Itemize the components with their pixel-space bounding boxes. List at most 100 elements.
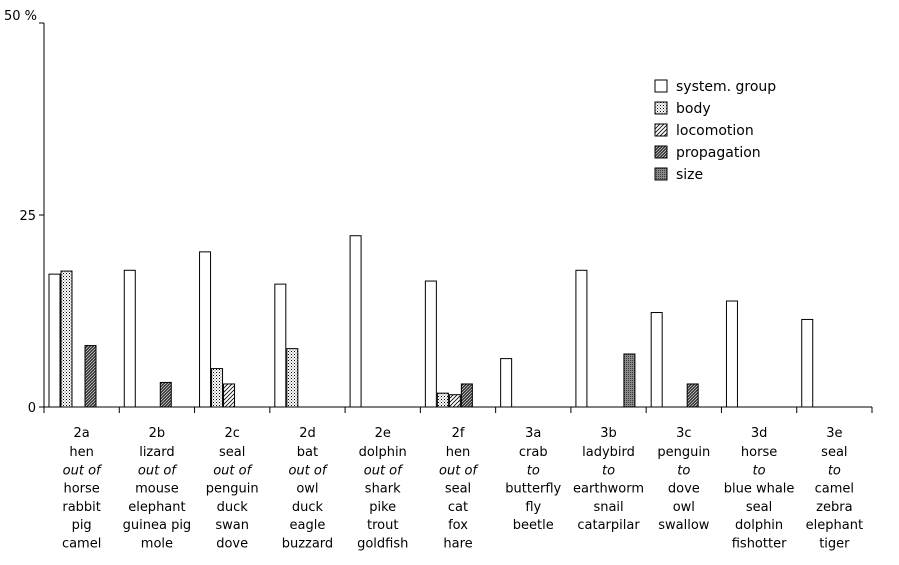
bar bbox=[725, 300, 738, 408]
category-label: lizard bbox=[139, 445, 174, 460]
legend-label: size bbox=[676, 167, 703, 183]
category-connector: to bbox=[677, 463, 690, 478]
bar bbox=[500, 358, 513, 408]
category-code: 3d bbox=[751, 426, 768, 441]
category-label: butterfly bbox=[505, 482, 561, 497]
category-label: shark bbox=[365, 482, 401, 497]
bar bbox=[650, 312, 663, 408]
category-connector: to bbox=[753, 463, 766, 478]
category-label: buzzard bbox=[282, 537, 333, 552]
legend-swatch bbox=[654, 123, 668, 137]
bar bbox=[424, 280, 437, 408]
category-code: 2f bbox=[452, 426, 465, 441]
bar bbox=[274, 283, 287, 408]
bar bbox=[349, 235, 362, 408]
category-label: dove bbox=[668, 482, 700, 497]
category-label: hare bbox=[443, 537, 472, 552]
category-label: dove bbox=[216, 537, 248, 552]
category-label: fishotter bbox=[732, 537, 787, 552]
category-label: earthworm bbox=[573, 482, 644, 497]
category-label: owl bbox=[296, 482, 318, 497]
legend-swatch bbox=[654, 101, 668, 115]
category-label: rabbit bbox=[62, 500, 101, 515]
bar bbox=[60, 270, 73, 408]
category-label: swallow bbox=[658, 518, 710, 533]
legend-label: system. group bbox=[676, 79, 776, 95]
category-label: hen bbox=[446, 445, 470, 460]
bar bbox=[448, 394, 461, 408]
legend-label: locomotion bbox=[676, 123, 754, 139]
legend-swatch bbox=[654, 167, 668, 181]
category-label: beetle bbox=[513, 518, 554, 533]
category-label: ladybird bbox=[582, 445, 635, 460]
category-connector: out of bbox=[63, 463, 103, 478]
category-label: fly bbox=[525, 500, 541, 515]
category-connector: out of bbox=[288, 463, 328, 478]
y-tick-label: 50 % bbox=[4, 9, 37, 24]
category-code: 3e bbox=[826, 426, 842, 441]
category-label: camel bbox=[62, 537, 101, 552]
category-label: cat bbox=[448, 500, 468, 515]
bar bbox=[199, 251, 212, 408]
category-label: swan bbox=[215, 518, 249, 533]
category-label: fox bbox=[448, 518, 468, 533]
category-label: camel bbox=[815, 482, 854, 497]
category-code: 3a bbox=[525, 426, 541, 441]
category-label: trout bbox=[367, 518, 398, 533]
bar bbox=[286, 348, 299, 408]
bar bbox=[123, 269, 136, 408]
bar bbox=[211, 368, 224, 408]
category-code: 2d bbox=[299, 426, 316, 441]
y-tick-label: 25 bbox=[19, 209, 36, 224]
category-label: dolphin bbox=[359, 445, 407, 460]
category-label: penguin bbox=[657, 445, 710, 460]
category-label: pike bbox=[369, 500, 396, 515]
category-label: crab bbox=[519, 445, 548, 460]
bar bbox=[159, 381, 172, 408]
category-code: 3b bbox=[600, 426, 617, 441]
legend: system. group body locomotion propagation si… bbox=[654, 79, 776, 183]
legend-label: body bbox=[676, 101, 711, 117]
bar bbox=[686, 383, 699, 408]
category-label: hen bbox=[69, 445, 93, 460]
category-connector: to bbox=[602, 463, 615, 478]
bar bbox=[460, 383, 473, 408]
category-label: horse bbox=[741, 445, 777, 460]
category-label: penguin bbox=[206, 482, 259, 497]
bars bbox=[48, 235, 814, 408]
category-label: blue whale bbox=[724, 482, 795, 497]
bar bbox=[575, 269, 588, 408]
y-tick-label: 0 bbox=[28, 401, 36, 416]
category-label: mouse bbox=[135, 482, 179, 497]
category-code: 2c bbox=[224, 426, 239, 441]
category-code: 3c bbox=[676, 426, 691, 441]
category-connector: out of bbox=[213, 463, 253, 478]
category-label: mole bbox=[141, 537, 173, 552]
category-label: guinea pig bbox=[123, 518, 192, 533]
category-label: seal bbox=[219, 445, 245, 460]
bar bbox=[801, 318, 814, 408]
category-code: 2b bbox=[149, 426, 166, 441]
category-label: duck bbox=[292, 500, 324, 515]
category-label: catarpilar bbox=[577, 518, 640, 533]
category-connector: to bbox=[828, 463, 841, 478]
category-label: seal bbox=[746, 500, 772, 515]
bar bbox=[84, 345, 97, 408]
bar bbox=[623, 353, 636, 408]
category-connector: out of bbox=[364, 463, 404, 478]
category-label: seal bbox=[821, 445, 847, 460]
category-label: elephant bbox=[128, 500, 185, 515]
category-connector: to bbox=[527, 463, 540, 478]
category-label: seal bbox=[445, 482, 471, 497]
x-axis-labels: 2a hen out of horse rabbit pig camel 2b lizard ou… bbox=[62, 426, 863, 552]
legend-label: propagation bbox=[676, 145, 761, 161]
category-label: horse bbox=[63, 482, 99, 497]
bar bbox=[436, 392, 449, 408]
legend-swatch bbox=[654, 79, 668, 93]
category-code: 2e bbox=[375, 426, 391, 441]
category-label: bat bbox=[297, 445, 318, 460]
category-code: 2a bbox=[74, 426, 90, 441]
category-label: duck bbox=[217, 500, 249, 515]
category-label: eagle bbox=[290, 518, 326, 533]
